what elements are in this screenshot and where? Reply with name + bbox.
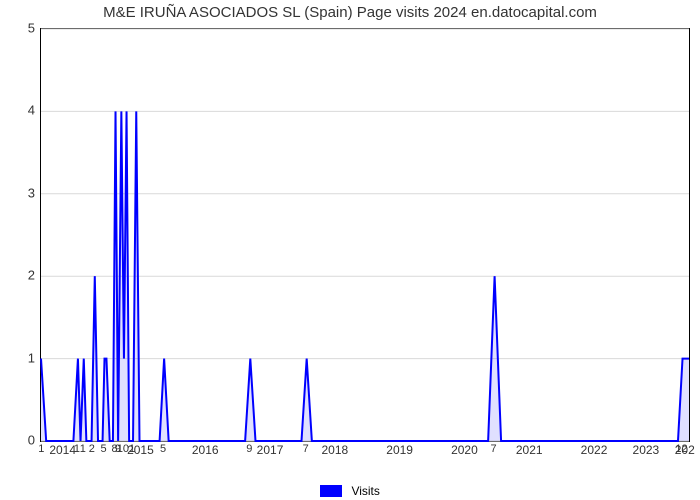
y-tick-label: 2 — [28, 268, 35, 283]
peak-label: 1 — [38, 443, 44, 455]
x-tick-label: 2022 — [581, 443, 608, 457]
peak-label: 12 — [675, 443, 687, 455]
peak-label: 7 — [303, 443, 309, 455]
x-tick-label: 2014 — [49, 443, 76, 457]
line-chart-svg — [41, 29, 689, 441]
x-tick-label: 2017 — [257, 443, 284, 457]
peak-label: 2 — [89, 443, 95, 455]
peak-label: 1 — [129, 443, 135, 455]
legend-label: Visits — [351, 484, 379, 498]
peak-label: 5 — [100, 443, 106, 455]
chart-title: M&E IRUÑA ASOCIADOS SL (Spain) Page visi… — [0, 4, 700, 21]
x-tick-label: 2020 — [451, 443, 478, 457]
x-tick-label: 2019 — [386, 443, 413, 457]
x-tick-label: 2016 — [192, 443, 219, 457]
x-tick-label: 2021 — [516, 443, 543, 457]
y-tick-label: 5 — [28, 21, 35, 36]
peak-label: 7 — [491, 443, 497, 455]
plot-area — [40, 28, 690, 442]
peak-label: 1 — [80, 443, 86, 455]
legend-swatch — [320, 485, 342, 497]
y-tick-label: 4 — [28, 103, 35, 118]
y-tick-label: 1 — [28, 350, 35, 365]
y-tick-label: 0 — [28, 433, 35, 448]
chart-container: M&E IRUÑA ASOCIADOS SL (Spain) Page visi… — [0, 0, 700, 500]
legend: Visits — [0, 483, 700, 498]
x-tick-label: 2018 — [321, 443, 348, 457]
x-tick-label: 2023 — [633, 443, 660, 457]
peak-label: 9 — [246, 443, 252, 455]
peak-label: 10 — [117, 443, 129, 455]
peak-label: 5 — [160, 443, 166, 455]
y-tick-label: 3 — [28, 185, 35, 200]
